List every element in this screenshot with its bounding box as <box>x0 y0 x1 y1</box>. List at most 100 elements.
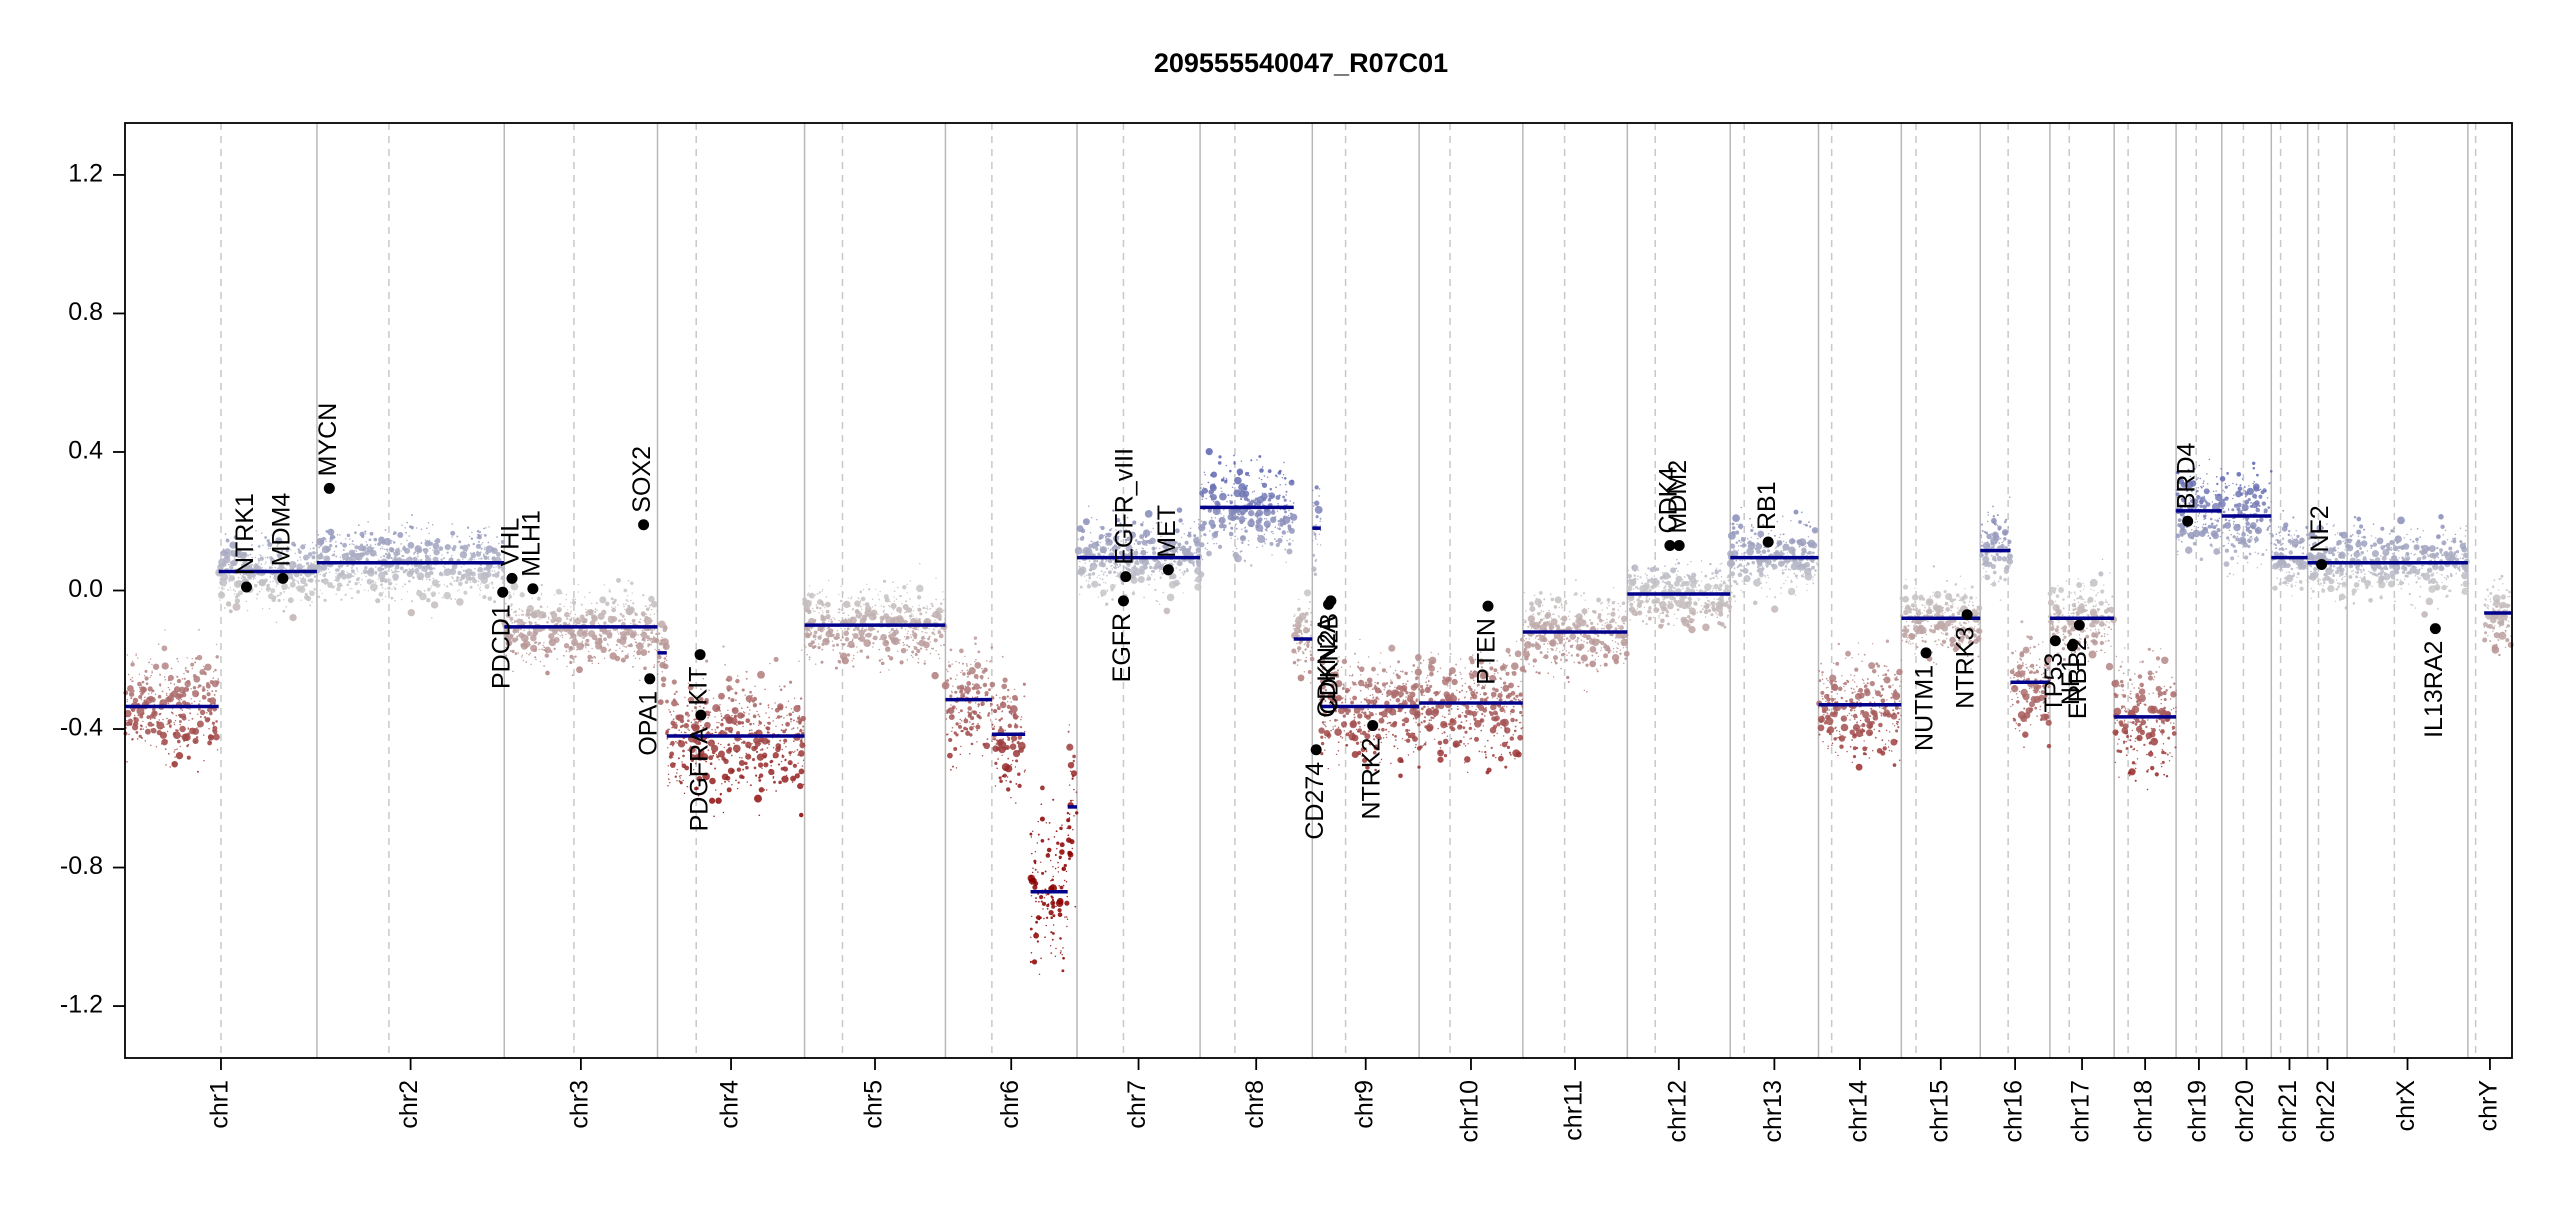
probe-point <box>1313 505 1315 507</box>
probe-point <box>229 564 230 565</box>
probe-point <box>1262 528 1263 529</box>
probe-point <box>761 748 763 750</box>
probe-point <box>1151 570 1154 573</box>
probe-point <box>915 653 916 654</box>
probe-point <box>650 631 653 634</box>
probe-point <box>758 725 759 726</box>
probe-point <box>572 599 574 601</box>
probe-point <box>580 614 585 619</box>
probe-point <box>1039 895 1043 899</box>
probe-point <box>1282 530 1286 534</box>
probe-point <box>1072 755 1076 759</box>
probe-point <box>933 628 934 629</box>
probe-point <box>316 531 318 533</box>
probe-point <box>1106 575 1108 577</box>
probe-point <box>841 609 843 611</box>
probe-point <box>1040 862 1041 863</box>
probe-point <box>309 605 311 607</box>
probe-point <box>754 686 755 687</box>
probe-point <box>692 710 693 711</box>
probe-point <box>1088 506 1089 507</box>
probe-point <box>758 737 764 743</box>
probe-point <box>176 715 178 717</box>
probe-point <box>488 596 493 601</box>
probe-point <box>958 712 960 714</box>
probe-point <box>1052 876 1053 877</box>
probe-point <box>391 570 392 571</box>
probe-point <box>1248 544 1250 546</box>
probe-point <box>184 681 190 687</box>
probe-point <box>523 630 525 632</box>
probe-point <box>778 781 782 785</box>
probe-point <box>342 565 343 566</box>
probe-point <box>1255 524 1259 528</box>
probe-point <box>335 593 337 595</box>
probe-point <box>318 572 319 573</box>
probe-point <box>1014 750 1015 751</box>
probe-point <box>345 594 347 596</box>
probe-point <box>903 620 907 624</box>
probe-point <box>863 589 864 590</box>
probe-point <box>1270 495 1272 497</box>
probe-point <box>1069 784 1070 785</box>
probe-point <box>799 729 802 732</box>
probe-point <box>960 754 962 756</box>
probe-point <box>187 744 189 746</box>
probe-point <box>1202 489 1203 490</box>
probe-point <box>934 638 938 642</box>
probe-point <box>724 747 725 748</box>
probe-point <box>427 565 429 567</box>
probe-point <box>545 671 550 676</box>
probe-point <box>349 538 350 539</box>
probe-point <box>1086 574 1087 575</box>
probe-point <box>1072 778 1073 779</box>
probe-point <box>1293 661 1297 665</box>
probe-point <box>1139 534 1144 539</box>
probe-point <box>416 527 417 528</box>
probe-point <box>381 546 382 547</box>
probe-point <box>205 674 207 676</box>
probe-point <box>1240 498 1242 500</box>
probe-point <box>921 636 925 640</box>
probe-point <box>1296 643 1297 644</box>
probe-point <box>883 606 885 608</box>
probe-point <box>1288 510 1290 512</box>
probe-point <box>132 677 133 678</box>
probe-point <box>1055 868 1057 870</box>
probe-point <box>883 611 885 613</box>
probe-point <box>173 731 181 739</box>
probe-point <box>1149 563 1150 564</box>
probe-point <box>1289 517 1291 519</box>
probe-point <box>556 617 562 623</box>
probe-point <box>142 728 143 729</box>
probe-point <box>1184 570 1185 571</box>
probe-point <box>1105 603 1108 606</box>
probe-point <box>1062 957 1065 960</box>
probe-point <box>270 581 272 583</box>
probe-point <box>672 745 673 746</box>
probe-point <box>718 751 725 758</box>
probe-point <box>819 607 821 609</box>
probe-point <box>1048 838 1050 840</box>
probe-point <box>162 662 169 669</box>
probe-point <box>728 781 729 782</box>
probe-point <box>174 683 176 685</box>
probe-point <box>562 637 563 638</box>
probe-point <box>439 546 444 551</box>
probe-point <box>358 524 360 526</box>
probe-point <box>216 680 220 684</box>
probe-point <box>793 740 795 742</box>
probe-point <box>1191 562 1194 565</box>
probe-point <box>1042 908 1043 909</box>
probe-point <box>499 567 500 568</box>
probe-point <box>235 598 240 603</box>
probe-point <box>657 661 659 663</box>
probe-point <box>809 659 810 660</box>
probe-point <box>764 689 766 691</box>
probe-point <box>975 702 976 703</box>
probe-point <box>633 655 634 656</box>
probe-point <box>1076 791 1078 793</box>
probe-point <box>1044 897 1045 898</box>
probe-point <box>911 636 913 638</box>
